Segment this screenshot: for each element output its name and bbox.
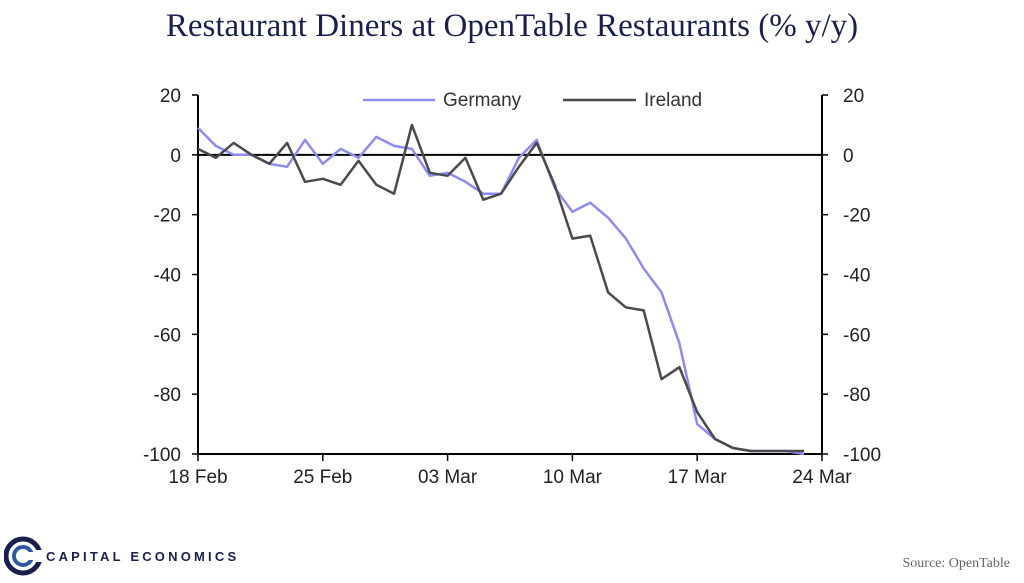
x-tick-label: 18 Feb	[168, 467, 227, 488]
left-y-tick-label: -20	[154, 206, 181, 227]
right-y-tick-label: -100	[843, 445, 881, 466]
right-y-tick-label: -20	[843, 206, 870, 227]
x-tick-label: 17 Mar	[668, 467, 728, 488]
right-y-tick-label: -60	[843, 325, 870, 346]
left-y-tick-label: -60	[154, 325, 181, 346]
left-y-tick-label: -80	[154, 385, 181, 406]
legend-label-germany: Germany	[443, 90, 522, 111]
left-y-tick-label: 0	[170, 146, 181, 167]
chart-title: Restaurant Diners at OpenTable Restauran…	[165, 8, 859, 44]
series-line-germany	[197, 127, 805, 456]
right-y-tick-label: -40	[843, 266, 870, 287]
source-note: Source: OpenTable	[902, 556, 1010, 571]
right-y-tick-label: 0	[843, 146, 854, 167]
right-y-tick-label: -80	[843, 385, 870, 406]
left-y-tick-label: 20	[160, 86, 181, 107]
capital-economics-logo: CAPITAL ECONOMICS	[4, 534, 239, 578]
ce-logo-icon	[4, 536, 42, 576]
brand-name: CAPITAL ECONOMICS	[46, 548, 240, 564]
x-tick-label: 10 Mar	[543, 467, 603, 488]
legend-label-ireland: Ireland	[644, 90, 702, 111]
series-line-ireland	[197, 123, 805, 453]
right-y-tick-label: 20	[843, 86, 864, 107]
left-y-tick-label: -100	[143, 445, 181, 466]
x-tick-label: 24 Mar	[792, 467, 852, 488]
left-y-tick-label: -40	[154, 266, 181, 287]
x-tick-label: 03 Mar	[418, 467, 478, 488]
x-tick-label: 25 Feb	[293, 467, 352, 488]
